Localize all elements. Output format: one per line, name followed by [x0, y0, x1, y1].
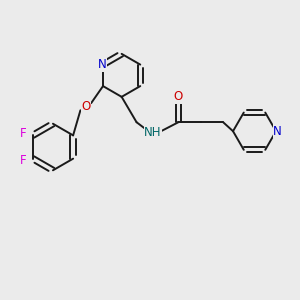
- Text: O: O: [81, 100, 90, 113]
- Text: N: N: [273, 125, 282, 138]
- Text: NH: NH: [144, 126, 162, 139]
- Text: N: N: [98, 58, 107, 71]
- Text: F: F: [20, 128, 26, 140]
- Text: F: F: [20, 154, 26, 167]
- Text: O: O: [174, 90, 183, 103]
